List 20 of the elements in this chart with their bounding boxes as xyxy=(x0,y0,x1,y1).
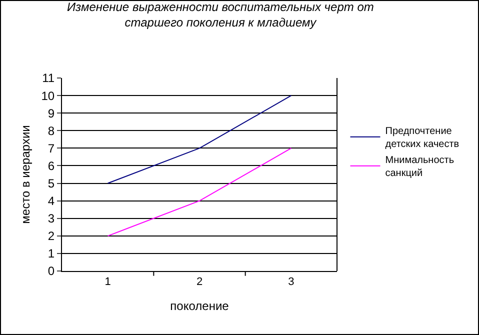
y-tick-label: 8 xyxy=(48,124,55,138)
legend-label: Предпочтение детских качеств xyxy=(385,126,460,150)
x-tick-label: 3 xyxy=(288,276,294,288)
y-tick-label: 0 xyxy=(48,264,55,278)
y-tick-label: 9 xyxy=(48,106,55,120)
y-tick-label: 1 xyxy=(48,246,55,261)
y-tick-label: 5 xyxy=(48,176,55,190)
y-tick-label: 6 xyxy=(48,158,55,173)
y-axis-title: место в иерархии xyxy=(18,125,33,224)
x-axis-title: поколение xyxy=(170,299,230,314)
y-tick-label: 4 xyxy=(48,194,55,208)
y-tick-label: 7 xyxy=(48,141,55,156)
x-tick-label: 2 xyxy=(196,276,203,288)
y-tick-label: 11 xyxy=(42,71,55,86)
y-tick-label: 2 xyxy=(48,229,55,244)
x-tick-label: 1 xyxy=(104,276,111,288)
chart-title: Изменение выраженности воспитательных черт от старшего поколения к младшему xyxy=(66,0,374,30)
legend-label: Мнимальность санкций xyxy=(385,155,454,180)
y-tick-label: 10 xyxy=(41,88,55,103)
y-tick-label: 3 xyxy=(48,212,55,226)
